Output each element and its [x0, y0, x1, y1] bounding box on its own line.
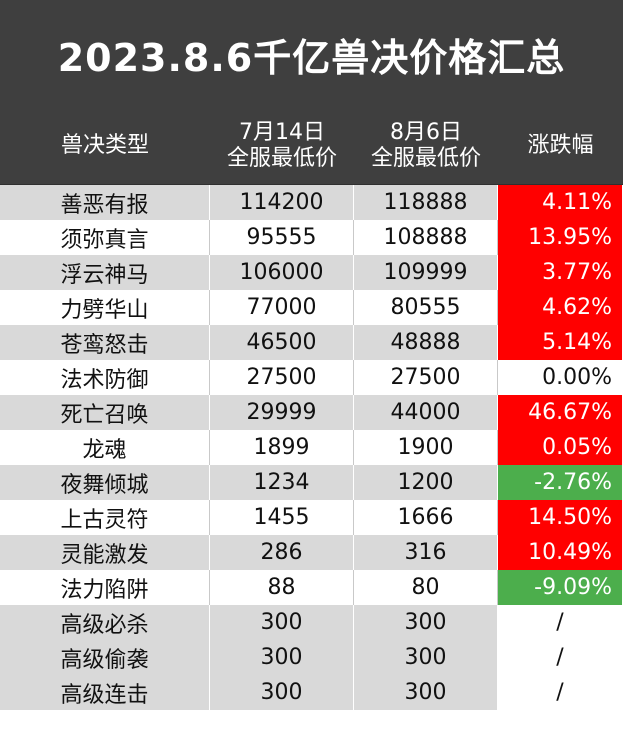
- row-aug-price: 1666: [354, 500, 498, 535]
- row-aug-price: 80: [354, 570, 498, 605]
- row-name: 苍鸾怒击: [0, 325, 210, 360]
- row-name: 高级偷袭: [0, 640, 210, 675]
- row-change: -9.09%: [498, 570, 623, 605]
- row-change: 13.95%: [498, 220, 623, 255]
- row-name: 法力陷阱: [0, 570, 210, 605]
- header-aug-date: 8月6日: [390, 119, 462, 145]
- row-name: 法术防御: [0, 360, 210, 395]
- row-jul-price: 27500: [210, 360, 354, 395]
- row-jul-price: 95555: [210, 220, 354, 255]
- table-row: 高级必杀 300 300 /: [0, 605, 623, 640]
- row-aug-price: 118888: [354, 185, 498, 220]
- row-jul-price: 300: [210, 640, 354, 675]
- row-aug-price: 300: [354, 675, 498, 710]
- row-jul-price: 77000: [210, 290, 354, 325]
- row-jul-price: 300: [210, 675, 354, 710]
- row-aug-price: 1900: [354, 430, 498, 465]
- table-row: 高级连击 300 300 /: [0, 675, 623, 710]
- row-jul-price: 29999: [210, 395, 354, 430]
- page-title-text: 2023.8.6千亿兽决价格汇总: [57, 35, 566, 80]
- row-name: 高级连击: [0, 675, 210, 710]
- header-jul-subtitle: 全服最低价: [226, 146, 337, 171]
- row-jul-price: 1899: [210, 430, 354, 465]
- row-name: 高级必杀: [0, 605, 210, 640]
- row-change: 0.05%: [498, 430, 623, 465]
- table-row: 龙魂 1899 1900 0.05%: [0, 430, 623, 465]
- page-title: 2023.8.6千亿兽决价格汇总: [0, 0, 623, 108]
- row-change: -2.76%: [498, 465, 623, 500]
- row-change: 46.67%: [498, 395, 623, 430]
- row-change: /: [498, 605, 623, 640]
- row-jul-price: 88: [210, 570, 354, 605]
- row-name: 浮云神马: [0, 255, 210, 290]
- row-aug-price: 1200: [354, 465, 498, 500]
- price-table: 善恶有报 114200 118888 4.11% 须弥真言 95555 1088…: [0, 185, 623, 710]
- row-name: 须弥真言: [0, 220, 210, 255]
- row-jul-price: 46500: [210, 325, 354, 360]
- table-row: 死亡召唤 29999 44000 46.67%: [0, 395, 623, 430]
- row-change: 5.14%: [498, 325, 623, 360]
- row-change: /: [498, 640, 623, 675]
- table-row: 法力陷阱 88 80 -9.09%: [0, 570, 623, 605]
- table-header: 兽决类型 7月14日 全服最低价 8月6日 全服最低价 涨跌幅: [0, 108, 623, 185]
- row-jul-price: 114200: [210, 185, 354, 220]
- row-name: 死亡召唤: [0, 395, 210, 430]
- row-aug-price: 300: [354, 605, 498, 640]
- row-name: 龙魂: [0, 430, 210, 465]
- row-jul-price: 106000: [210, 255, 354, 290]
- row-name: 灵能激发: [0, 535, 210, 570]
- row-change: /: [498, 675, 623, 710]
- row-aug-price: 108888: [354, 220, 498, 255]
- header-jul: 7月14日 全服最低价: [210, 108, 354, 184]
- row-change: 4.62%: [498, 290, 623, 325]
- row-aug-price: 316: [354, 535, 498, 570]
- row-jul-price: 1234: [210, 465, 354, 500]
- row-aug-price: 80555: [354, 290, 498, 325]
- table-row: 夜舞倾城 1234 1200 -2.76%: [0, 465, 623, 500]
- row-name: 力劈华山: [0, 290, 210, 325]
- table-row: 法术防御 27500 27500 0.00%: [0, 360, 623, 395]
- row-change: 14.50%: [498, 500, 623, 535]
- table-row: 苍鸾怒击 46500 48888 5.14%: [0, 325, 623, 360]
- header-aug: 8月6日 全服最低价: [354, 108, 498, 184]
- row-aug-price: 300: [354, 640, 498, 675]
- row-aug-price: 48888: [354, 325, 498, 360]
- row-jul-price: 1455: [210, 500, 354, 535]
- row-name: 上古灵符: [0, 500, 210, 535]
- table-row: 高级偷袭 300 300 /: [0, 640, 623, 675]
- header-aug-subtitle: 全服最低价: [370, 146, 481, 171]
- row-jul-price: 300: [210, 605, 354, 640]
- table-row: 灵能激发 286 316 10.49%: [0, 535, 623, 570]
- row-aug-price: 27500: [354, 360, 498, 395]
- header-change: 涨跌幅: [498, 108, 623, 184]
- row-change: 0.00%: [498, 360, 623, 395]
- row-name: 善恶有报: [0, 185, 210, 220]
- row-jul-price: 286: [210, 535, 354, 570]
- table-row: 善恶有报 114200 118888 4.11%: [0, 185, 623, 220]
- row-aug-price: 109999: [354, 255, 498, 290]
- table-row: 浮云神马 106000 109999 3.77%: [0, 255, 623, 290]
- table-row: 须弥真言 95555 108888 13.95%: [0, 220, 623, 255]
- row-change: 3.77%: [498, 255, 623, 290]
- row-name: 夜舞倾城: [0, 465, 210, 500]
- header-jul-date: 7月14日: [239, 119, 325, 145]
- header-type: 兽决类型: [0, 108, 210, 184]
- row-change: 4.11%: [498, 185, 623, 220]
- header-change-label: 涨跌幅: [527, 132, 594, 158]
- table-row: 力劈华山 77000 80555 4.62%: [0, 290, 623, 325]
- row-aug-price: 44000: [354, 395, 498, 430]
- header-type-label: 兽决类型: [60, 132, 149, 158]
- table-row: 上古灵符 1455 1666 14.50%: [0, 500, 623, 535]
- row-change: 10.49%: [498, 535, 623, 570]
